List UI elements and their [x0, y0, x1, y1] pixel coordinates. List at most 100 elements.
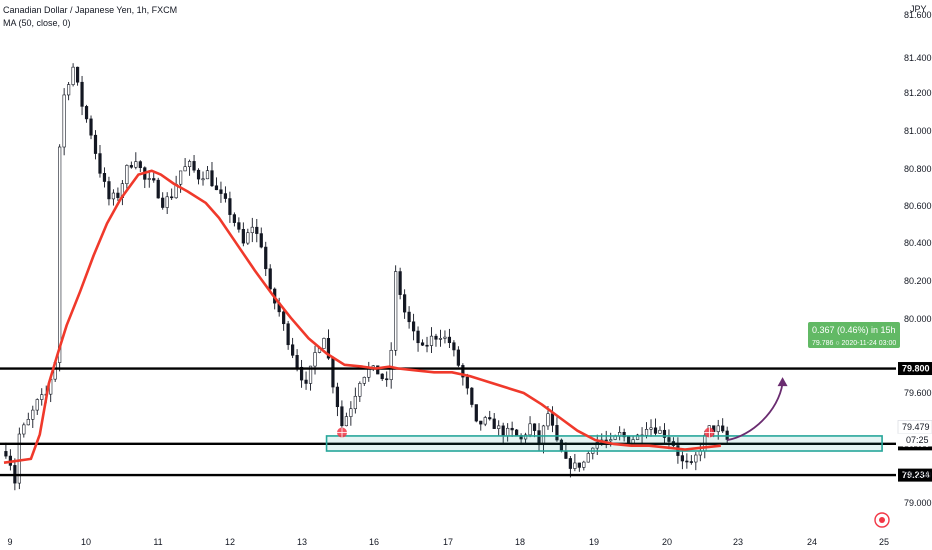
candle-body: [228, 198, 232, 215]
y-tick-label: 80.200: [904, 276, 932, 286]
candle-body: [156, 179, 160, 199]
candle-body: [546, 413, 550, 427]
candle-body: [4, 451, 8, 457]
candle-body: [389, 349, 393, 380]
candle-body: [170, 196, 174, 199]
candle-body: [31, 409, 35, 420]
countdown-label: 07:25: [906, 435, 929, 445]
candle-body: [667, 437, 671, 442]
candle-body: [501, 425, 505, 437]
candle-body: [326, 338, 331, 359]
moving-average-line: [3, 169, 721, 464]
price-tag-label: 79.234: [902, 470, 930, 480]
candle-body: [210, 170, 214, 187]
candle-body: [380, 373, 384, 380]
projection-box: [808, 322, 900, 348]
candle-body: [40, 394, 44, 400]
candle-body: [523, 434, 528, 440]
chart-header: Canadian Dollar / Japanese Yen, 1h, FXCM…: [3, 4, 177, 30]
candle-body: [192, 161, 196, 171]
candle-body: [340, 406, 344, 427]
candle-body: [26, 418, 30, 426]
candle-body: [125, 165, 129, 185]
candle-body: [223, 193, 228, 199]
projection-label-line2: 79.786 ○ 2020-11-24 03:00: [812, 340, 896, 347]
candle-body: [497, 425, 501, 429]
candle-body: [465, 376, 469, 389]
candle-body: [250, 226, 254, 234]
candle-body: [582, 461, 586, 468]
candle-body: [138, 161, 142, 168]
y-tick-label: 81.000: [904, 126, 932, 136]
candle-body: [474, 404, 478, 422]
candle-body: [685, 460, 689, 463]
time-axis[interactable]: 9 10 11 12 13 16 17 18 19 20 23 24 25: [7, 537, 889, 547]
candle-body: [98, 153, 102, 174]
symbol-title[interactable]: Canadian Dollar / Japanese Yen, 1h, FXCM: [3, 5, 178, 15]
candle-body: [246, 232, 250, 244]
candle-body: [67, 84, 71, 96]
candle-body: [322, 338, 326, 349]
candle-body: [550, 413, 555, 426]
candle-body: [398, 271, 402, 295]
target-icon[interactable]: [874, 512, 890, 528]
y-tick-label: 81.200: [904, 88, 932, 98]
candle-body: [385, 378, 389, 381]
x-tick-label: 11: [153, 537, 162, 547]
candle-body: [219, 189, 223, 194]
candle-body: [515, 429, 519, 436]
candle-body: [564, 450, 568, 459]
candle-body: [349, 408, 353, 417]
candle-body: [420, 342, 425, 346]
candle-body: [84, 106, 89, 120]
candle-body: [304, 379, 308, 384]
candle-body: [22, 424, 26, 435]
candle-body: [264, 246, 268, 270]
candle-body: [353, 395, 357, 410]
candle-body: [179, 170, 183, 185]
candle-body: [299, 366, 304, 381]
candle-body: [721, 425, 725, 432]
price-axis[interactable]: JPY 81.400 81.200 81.000 80.800 80.600 80.400…: [897, 4, 932, 508]
candle-body: [295, 355, 299, 368]
candle-body: [438, 338, 443, 340]
candle-body: [403, 294, 407, 313]
candle-body: [653, 427, 658, 434]
x-tick-label: 17: [443, 537, 453, 547]
candle-body: [429, 335, 434, 346]
candle-body: [344, 416, 348, 427]
candle-body: [89, 118, 93, 136]
x-tick-label: 23: [733, 537, 743, 547]
candle-body: [506, 427, 510, 437]
y-tick-label: 79.200: [904, 470, 932, 480]
candle-body: [528, 423, 532, 436]
candle-body: [658, 429, 662, 434]
candle-body: [573, 462, 577, 469]
candle-body: [689, 461, 693, 463]
candle-body: [313, 352, 317, 367]
candle-body: [456, 349, 460, 366]
candle-body: [75, 66, 80, 83]
support-zone: [325, 435, 883, 452]
candle-body: [62, 94, 66, 148]
price-tag: [898, 362, 932, 376]
candle-body: [483, 417, 487, 425]
candle-body: [604, 439, 608, 442]
candle-body: [425, 344, 429, 347]
candle-body: [335, 386, 340, 408]
candle-body: [416, 330, 420, 344]
candle-body: [237, 222, 241, 230]
signal-markers: [337, 427, 715, 438]
x-tick-label: 24: [807, 537, 817, 547]
candle-body: [259, 233, 263, 248]
candle-body: [35, 399, 39, 411]
x-tick-label: 9: [7, 537, 12, 547]
candle-body: [362, 376, 366, 384]
indicator-legend[interactable]: MA (50, close, 0): [3, 18, 71, 28]
x-tick-label: 25: [879, 537, 889, 547]
candle-body: [165, 196, 169, 208]
candle-body: [649, 427, 653, 430]
y-tick-label: 80.400: [904, 238, 932, 248]
